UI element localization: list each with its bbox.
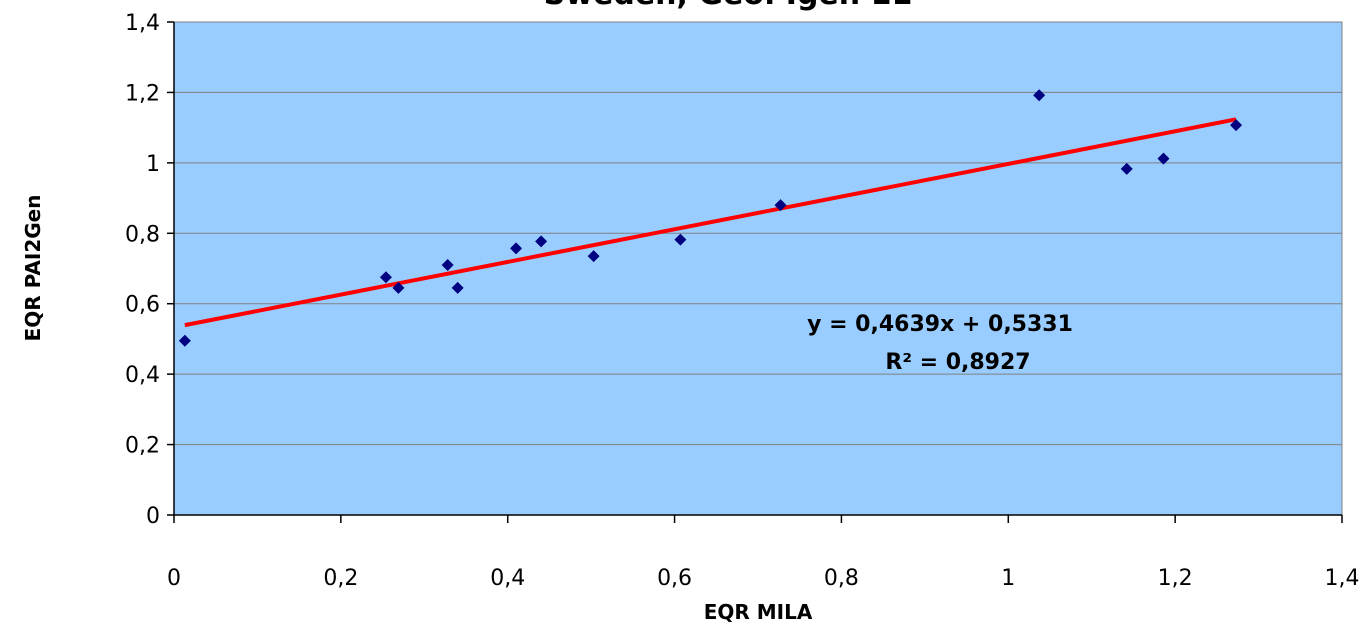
data-point [178,334,191,347]
x-tick-label: 1,2 [1158,566,1193,591]
data-point [774,199,787,212]
data-point [1157,152,1170,165]
x-tick-label: 0 [167,566,181,591]
data-points [178,89,1243,347]
x-axis: 0 0,2 0,4 0,6 0,8 1 1,2 1,4 [167,514,1360,591]
data-point [535,235,548,248]
y-tick-label: 1,4 [125,11,160,36]
data-point [451,281,464,294]
data-point [674,233,687,246]
data-point [1230,119,1243,132]
data-point [379,271,392,284]
chart-title: Sweden, Geo. Igen 11 [544,0,913,12]
data-point [441,258,454,271]
data-point [587,250,600,263]
grid-lines [174,91,1342,446]
x-tick-label: 0,4 [490,566,525,591]
y-tick-label: 0,8 [125,222,160,247]
trendline-r-squared: R² = 0,8927 [885,350,1030,375]
plot-area [174,22,1342,515]
y-tick-label: 0,6 [125,293,160,318]
y-tick-label: 0 [146,504,160,529]
x-tick-label: 0,2 [323,566,358,591]
data-point [510,242,523,255]
y-tick-label: 1,2 [125,81,160,106]
y-tick-label: 0,2 [125,434,160,459]
x-tick-label: 0,6 [657,566,692,591]
x-axis-title: EQR MILA [704,600,813,624]
data-point [1120,162,1133,175]
trendline-equation: y = 0,4639x + 0,5331 [807,312,1073,337]
y-tick-label: 1 [146,152,160,177]
y-axis: 0 0,2 0,4 0,6 0,8 1 1,2 1,4 [125,11,175,529]
y-axis-title: EQR PAI2Gen [21,195,45,342]
data-point [1033,89,1046,102]
x-tick-label: 0,8 [824,566,859,591]
data-point [392,281,405,294]
x-tick-label: 1,4 [1325,566,1360,591]
y-tick-label: 0,4 [125,363,160,388]
trendline [184,117,1237,328]
x-tick-label: 1 [1001,566,1015,591]
